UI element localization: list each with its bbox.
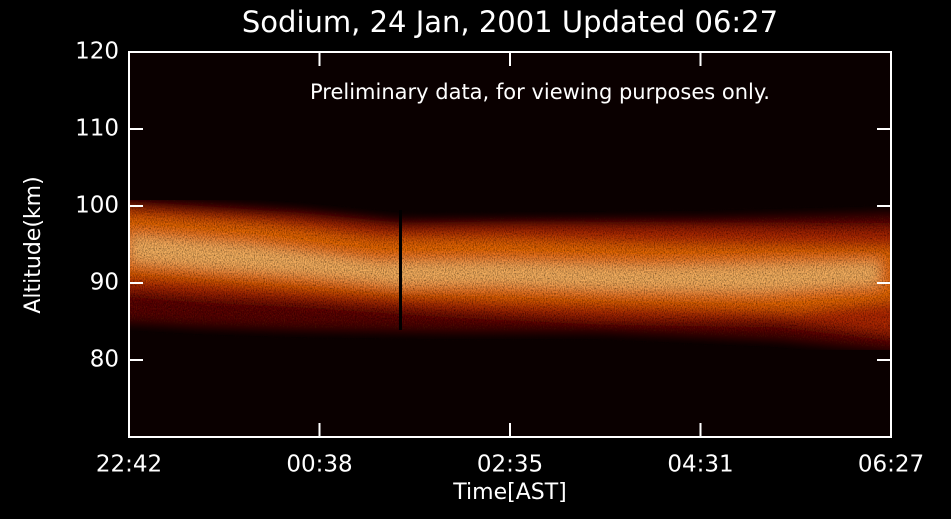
density-image [129, 52, 891, 437]
x-tick-label: 04:31 [667, 452, 733, 478]
x-tick-label: 22:42 [96, 452, 162, 478]
y-tick-label: 80 [90, 347, 119, 373]
y-axis-title: Altitude(km) [21, 176, 46, 313]
y-tick-label: 100 [75, 193, 119, 219]
x-tick-label: 02:35 [477, 452, 543, 478]
annotation: Preliminary data, for viewing purposes o… [310, 80, 770, 104]
x-axis-title: Time[AST] [452, 480, 566, 505]
y-tick-label: 90 [90, 270, 119, 296]
x-tick-label: 06:27 [858, 452, 924, 478]
y-tick-label: 110 [75, 116, 119, 142]
y-tick-label: 120 [75, 39, 119, 65]
chart-title: Sodium, 24 Jan, 2001 Updated 06:27 [242, 5, 778, 39]
x-tick-label: 00:38 [286, 452, 352, 478]
